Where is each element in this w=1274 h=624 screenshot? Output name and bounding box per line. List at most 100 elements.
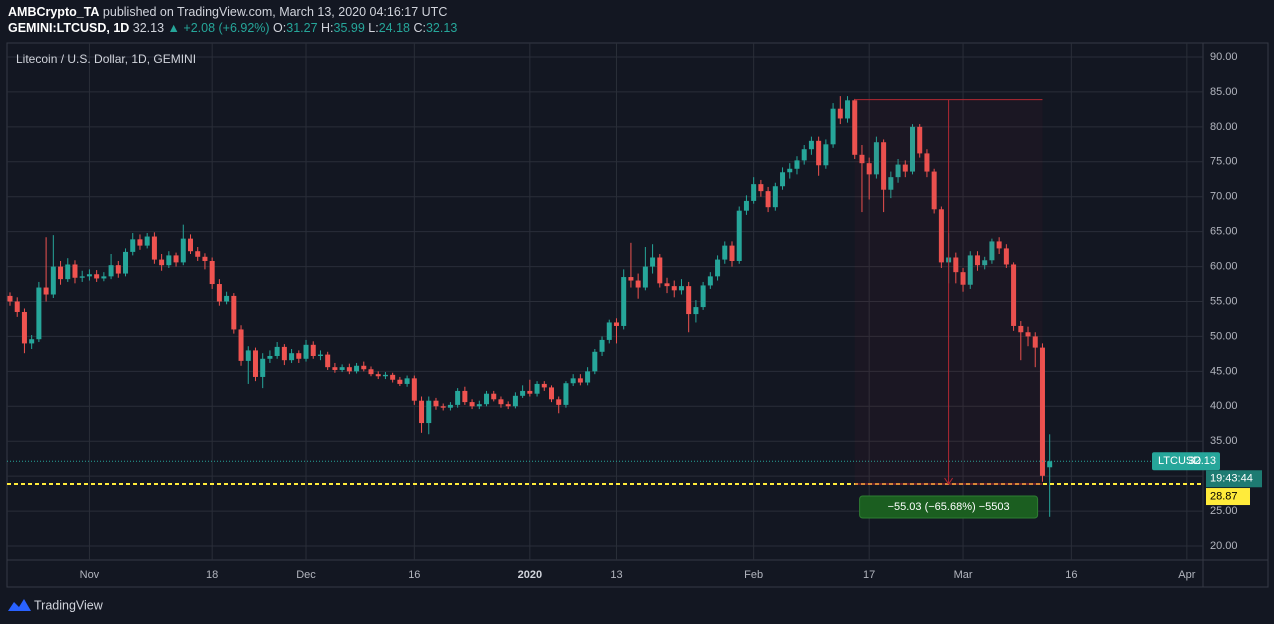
- candle-body: [368, 369, 374, 375]
- candle-body: [375, 374, 381, 377]
- candle-body: [115, 265, 121, 274]
- candle-body: [332, 367, 338, 370]
- candle-body: [433, 400, 439, 407]
- candle-body: [527, 390, 533, 394]
- candle-body: [130, 239, 136, 252]
- candle-body: [808, 140, 814, 150]
- candle-body: [953, 257, 959, 273]
- candle-body: [216, 284, 222, 302]
- x-tick-label: Feb: [744, 569, 763, 581]
- y-tick-label: 50.00: [1210, 330, 1238, 342]
- candle-body: [86, 274, 92, 277]
- candle-body: [151, 236, 157, 260]
- candle-body: [780, 172, 786, 187]
- candle-body: [94, 274, 100, 279]
- candle-body: [960, 272, 966, 285]
- candle-body: [512, 395, 518, 407]
- x-tick-label: 16: [1065, 569, 1077, 581]
- measure-box: [859, 495, 1039, 519]
- candle-body: [895, 164, 901, 178]
- candle-body: [404, 378, 410, 384]
- horizontal-line-label: 28.87: [1210, 490, 1238, 502]
- author: AMBCrypto_TA: [8, 5, 100, 19]
- candle-body: [549, 387, 554, 400]
- candle-body: [166, 255, 172, 266]
- candle-body: [354, 365, 360, 372]
- x-tick-label: Nov: [80, 569, 100, 581]
- candle-body: [678, 286, 684, 291]
- candle-body: [303, 344, 309, 359]
- candle-body: [180, 238, 186, 263]
- candle-body: [108, 265, 114, 277]
- candle-body: [440, 406, 446, 408]
- candle-body: [1011, 264, 1017, 326]
- y-tick-label: 45.00: [1210, 365, 1238, 377]
- x-tick-label: Dec: [296, 569, 316, 581]
- candle-body: [65, 264, 71, 280]
- candle-body: [556, 399, 562, 405]
- candle-body: [419, 400, 425, 424]
- candle-body: [534, 383, 540, 394]
- frame: [6, 42, 1269, 588]
- candle-body: [498, 399, 504, 405]
- candle-body: [693, 307, 699, 315]
- logo-icon: [8, 599, 31, 611]
- last-price-value: 32.13: [1188, 455, 1216, 467]
- candle-body: [260, 358, 266, 377]
- x-tick-label: Mar: [954, 569, 973, 581]
- candle-body: [137, 239, 143, 246]
- candle-body: [736, 210, 742, 261]
- candle-body: [390, 374, 396, 380]
- x-tick-label: 13: [610, 569, 622, 581]
- candle-body: [794, 160, 800, 169]
- candle-body: [866, 163, 872, 175]
- candle-body: [635, 280, 641, 288]
- measure-label: −55.03 (−65.68%) −5503: [888, 501, 1010, 513]
- candle-body: [541, 383, 547, 388]
- candle-body: [881, 142, 887, 190]
- horizontal-line-box: [1206, 488, 1250, 506]
- y-tick-label: 75.00: [1210, 156, 1238, 168]
- candle-body: [650, 257, 656, 267]
- candle-body: [902, 164, 908, 172]
- candle-body: [700, 285, 706, 308]
- candle-body: [657, 257, 663, 284]
- candle-body: [751, 184, 757, 201]
- x-tick-label: 17: [863, 569, 875, 581]
- y-tick-label: 25.00: [1210, 505, 1238, 517]
- candle-body: [845, 100, 851, 119]
- candle-body: [455, 390, 461, 405]
- y-tick-label: 65.00: [1210, 226, 1238, 238]
- candle-body: [938, 209, 944, 263]
- countdown-box: [1206, 470, 1262, 488]
- l-label: L:: [368, 21, 379, 35]
- candle-body: [173, 255, 179, 263]
- y-tick-label: 35.00: [1210, 435, 1238, 447]
- c-value: 32.13: [425, 21, 458, 35]
- candle-body: [346, 367, 352, 372]
- candle-body: [707, 276, 713, 286]
- candle-body: [577, 378, 583, 383]
- y-tick-label: 60.00: [1210, 260, 1238, 272]
- candle-body: [606, 322, 612, 340]
- header: AMBCrypto_TA published on TradingView.co…: [8, 4, 457, 36]
- candle-body: [967, 255, 973, 285]
- candle-body: [484, 393, 490, 405]
- candle-body: [765, 191, 771, 208]
- candle-body: [816, 140, 822, 166]
- x-tick-label: 2020: [518, 569, 542, 581]
- candle-body: [245, 350, 251, 361]
- candle-body: [310, 344, 316, 356]
- countdown: 19:43:44: [1210, 473, 1253, 485]
- candle-body: [996, 241, 1002, 249]
- chart-title: Litecoin / U.S. Dollar, 1D, GEMINI: [16, 52, 196, 66]
- candle-body: [1047, 461, 1053, 468]
- candle-body: [1025, 332, 1031, 337]
- candle-body: [613, 322, 619, 326]
- candle-body: [910, 126, 915, 172]
- candle-body: [397, 379, 403, 384]
- h-value: 35.99: [333, 21, 365, 35]
- candle-body: [592, 351, 598, 372]
- o-label: O:: [273, 21, 287, 35]
